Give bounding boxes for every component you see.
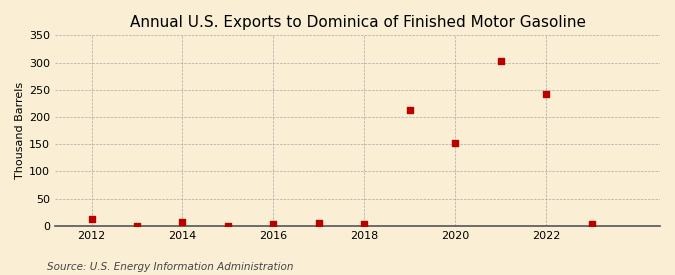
Title: Annual U.S. Exports to Dominica of Finished Motor Gasoline: Annual U.S. Exports to Dominica of Finis… <box>130 15 586 30</box>
Point <box>223 224 234 228</box>
Point <box>495 59 506 64</box>
Text: Source: U.S. Energy Information Administration: Source: U.S. Energy Information Administ… <box>47 262 294 272</box>
Point <box>268 222 279 226</box>
Point <box>541 91 551 96</box>
Point <box>587 222 597 226</box>
Point <box>177 220 188 224</box>
Point <box>132 224 142 228</box>
Point <box>359 222 370 226</box>
Point <box>450 141 461 145</box>
Point <box>86 217 97 221</box>
Point <box>404 108 415 113</box>
Y-axis label: Thousand Barrels: Thousand Barrels <box>15 82 25 179</box>
Point <box>313 221 324 226</box>
